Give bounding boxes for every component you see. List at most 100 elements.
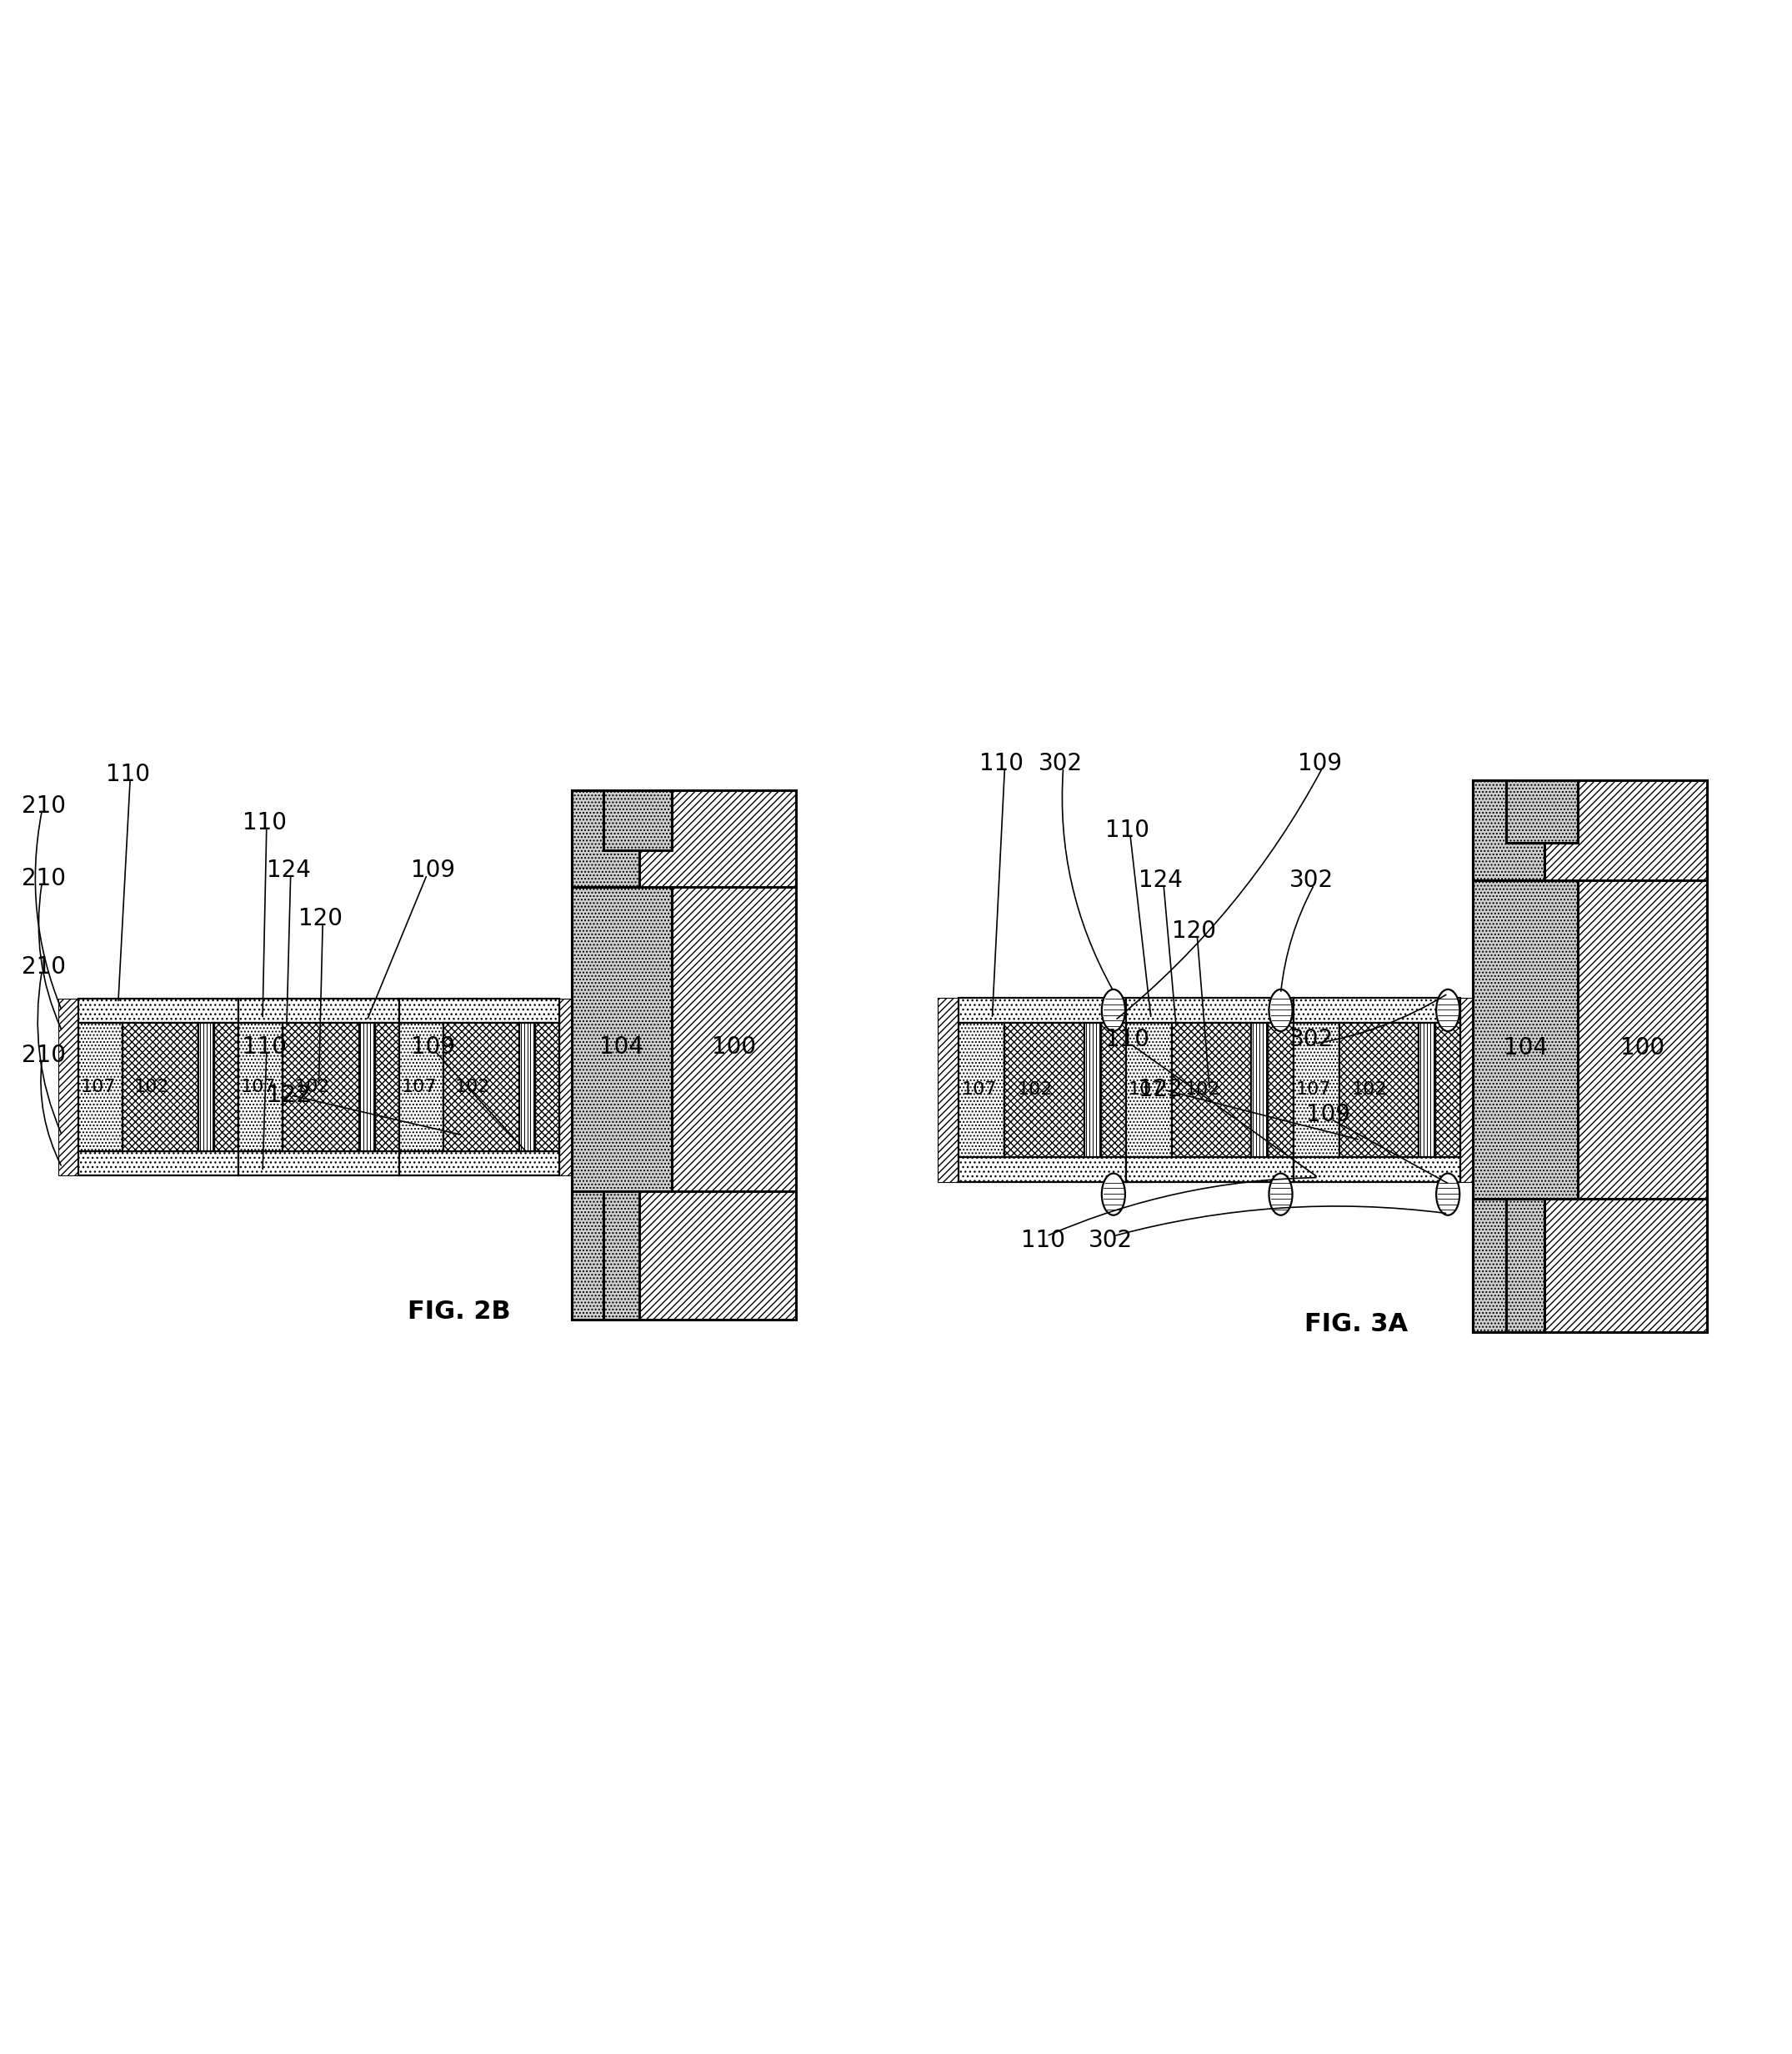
- Text: 124: 124: [1138, 869, 1183, 891]
- Bar: [559, 998, 579, 1175]
- Text: 110: 110: [1106, 820, 1149, 842]
- Text: 102: 102: [1185, 1080, 1220, 1099]
- Text: FIG. 2B: FIG. 2B: [407, 1300, 511, 1325]
- Text: 107: 107: [961, 1080, 996, 1099]
- Polygon shape: [604, 1191, 640, 1321]
- Bar: [1125, 1156, 1294, 1181]
- Bar: [122, 1023, 199, 1152]
- Text: 104: 104: [600, 1035, 643, 1058]
- Bar: [1272, 998, 1294, 1181]
- Bar: [572, 791, 672, 1321]
- Polygon shape: [572, 1191, 604, 1321]
- Ellipse shape: [1435, 1173, 1460, 1216]
- Bar: [1106, 998, 1125, 1181]
- Polygon shape: [1473, 781, 1545, 881]
- Bar: [1460, 998, 1482, 1181]
- Bar: [443, 1023, 520, 1152]
- Bar: [672, 791, 796, 1321]
- Bar: [959, 1023, 1005, 1156]
- Text: 109: 109: [1297, 752, 1342, 774]
- Bar: [1269, 1023, 1294, 1156]
- Bar: [400, 998, 419, 1175]
- Bar: [1294, 998, 1460, 1023]
- Text: 124: 124: [267, 859, 310, 883]
- Polygon shape: [1545, 1197, 1708, 1333]
- Text: 102: 102: [1018, 1080, 1052, 1099]
- Text: 100: 100: [711, 1035, 756, 1058]
- Text: 107: 107: [1129, 1080, 1165, 1099]
- Bar: [1125, 1023, 1172, 1156]
- Polygon shape: [572, 791, 640, 887]
- Text: 120: 120: [1172, 918, 1217, 943]
- Bar: [238, 1023, 283, 1152]
- Text: 120: 120: [299, 908, 342, 930]
- Polygon shape: [640, 1191, 796, 1321]
- Bar: [536, 1023, 559, 1152]
- Bar: [1251, 1023, 1269, 1156]
- Bar: [1084, 1023, 1100, 1156]
- Bar: [199, 1023, 215, 1152]
- Bar: [79, 1152, 238, 1175]
- Text: 110: 110: [106, 762, 151, 787]
- Bar: [79, 1023, 122, 1152]
- Text: 107: 107: [240, 1078, 276, 1095]
- Bar: [238, 998, 400, 1023]
- Text: 210: 210: [22, 795, 66, 817]
- Bar: [937, 998, 959, 1181]
- Text: 302: 302: [1288, 869, 1333, 891]
- Text: 109: 109: [410, 1035, 455, 1058]
- Polygon shape: [1507, 1197, 1545, 1333]
- Bar: [1473, 781, 1577, 1333]
- Ellipse shape: [1269, 1173, 1292, 1216]
- Bar: [238, 1152, 400, 1175]
- Text: 100: 100: [1620, 1035, 1665, 1060]
- Text: 210: 210: [22, 1043, 66, 1066]
- Text: 110: 110: [1106, 1027, 1149, 1052]
- Text: 104: 104: [1503, 1035, 1546, 1060]
- Bar: [1419, 1023, 1435, 1156]
- Bar: [959, 998, 1125, 1023]
- Bar: [238, 998, 258, 1175]
- Text: 210: 210: [22, 867, 66, 889]
- Ellipse shape: [1435, 990, 1460, 1031]
- Bar: [520, 1023, 536, 1152]
- Bar: [1435, 1023, 1460, 1156]
- Text: 107: 107: [81, 1078, 116, 1095]
- Bar: [283, 1023, 358, 1152]
- Ellipse shape: [1102, 990, 1125, 1031]
- Text: FIG. 3A: FIG. 3A: [1305, 1313, 1409, 1335]
- Text: 210: 210: [22, 955, 66, 978]
- Bar: [1100, 1023, 1125, 1156]
- Text: 107: 107: [401, 1078, 437, 1095]
- Text: 302: 302: [1038, 752, 1082, 774]
- Bar: [1125, 998, 1294, 1023]
- Text: 102: 102: [134, 1078, 170, 1095]
- Polygon shape: [1545, 781, 1708, 881]
- Bar: [400, 998, 559, 1023]
- Text: 102: 102: [1351, 1080, 1387, 1099]
- Text: 102: 102: [455, 1078, 491, 1095]
- Bar: [375, 1023, 400, 1152]
- Text: 110: 110: [242, 1035, 287, 1058]
- Bar: [1125, 998, 1147, 1181]
- Bar: [1294, 1156, 1460, 1181]
- Text: 109: 109: [1306, 1103, 1349, 1126]
- Text: 107: 107: [1296, 1080, 1331, 1099]
- Text: 110: 110: [980, 752, 1023, 774]
- Bar: [57, 998, 79, 1175]
- Bar: [400, 1152, 559, 1175]
- Polygon shape: [640, 791, 796, 887]
- Bar: [959, 1156, 1125, 1181]
- Bar: [1294, 1023, 1339, 1156]
- Bar: [378, 998, 400, 1175]
- Bar: [1172, 1023, 1251, 1156]
- Text: 122: 122: [267, 1085, 310, 1107]
- Text: 110: 110: [242, 811, 287, 834]
- Bar: [79, 998, 238, 1023]
- Text: 109: 109: [410, 859, 455, 883]
- Text: 302: 302: [1288, 1027, 1333, 1052]
- Ellipse shape: [1269, 990, 1292, 1031]
- Text: 302: 302: [1088, 1228, 1133, 1253]
- Bar: [358, 1023, 375, 1152]
- Bar: [1294, 998, 1314, 1181]
